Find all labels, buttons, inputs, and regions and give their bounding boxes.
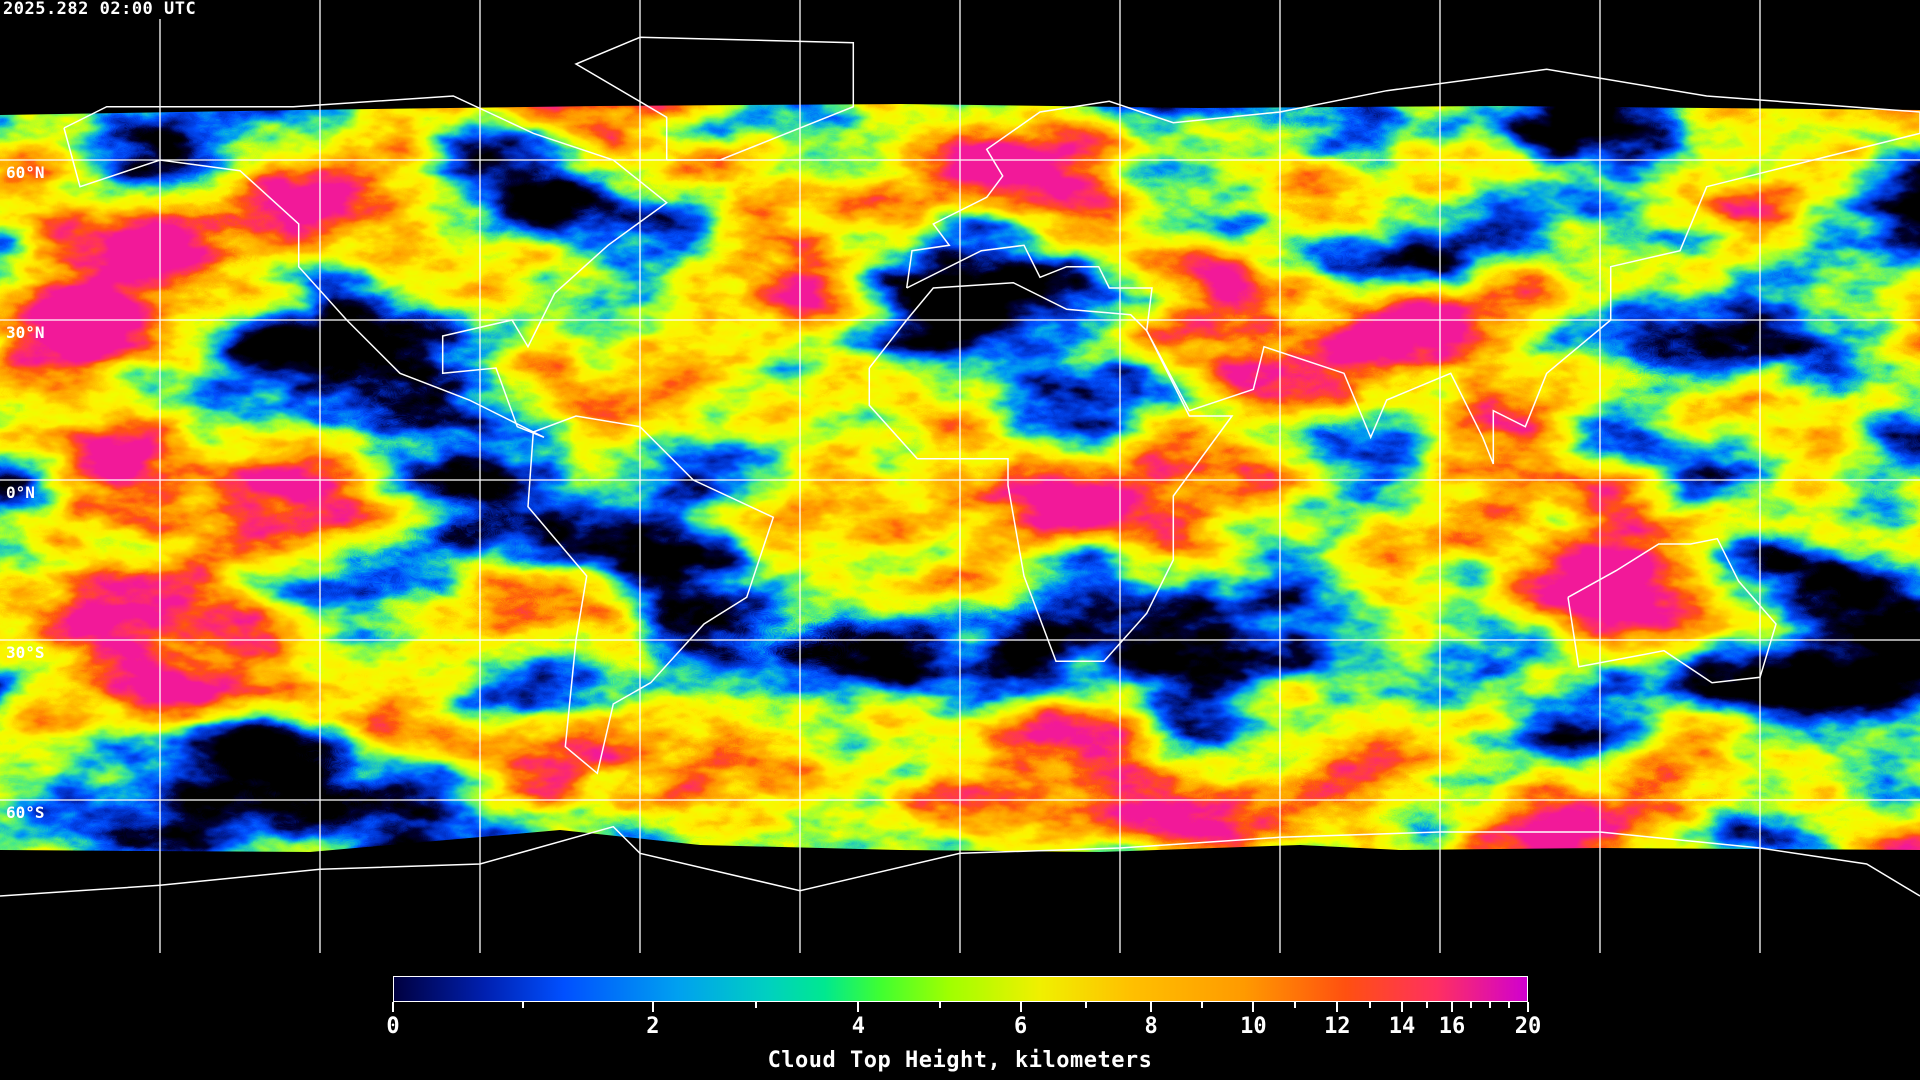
minor-tick <box>1294 1002 1297 1008</box>
tick-label: 0 <box>386 1014 400 1039</box>
cloud-top-height-map <box>0 0 1920 953</box>
tick-label: 14 <box>1388 1014 1416 1039</box>
lat-label-30s: 30°S <box>6 643 45 662</box>
tick-label: 10 <box>1240 1014 1267 1039</box>
greenland-coastline <box>574 36 855 161</box>
tick-label: 20 <box>1514 1014 1542 1039</box>
minor-tick <box>1084 1002 1087 1008</box>
tick-label: 16 <box>1438 1014 1466 1039</box>
minor-tick <box>1425 1002 1428 1008</box>
minor-tick <box>1201 1002 1204 1008</box>
major-tick <box>392 1002 394 1012</box>
major-tick <box>1150 1002 1153 1012</box>
lat-label-0n: 0°N <box>6 483 35 502</box>
minor-tick <box>754 1002 757 1008</box>
major-tick <box>1336 1002 1339 1012</box>
minor-tick <box>521 1002 524 1008</box>
major-tick <box>651 1002 654 1012</box>
tick-label: 12 <box>1324 1014 1351 1039</box>
tick-label: 8 <box>1144 1014 1158 1039</box>
colorbar <box>393 976 1528 1002</box>
graticule <box>0 0 1920 953</box>
major-tick <box>857 1002 860 1012</box>
north-america-coastline <box>63 95 668 438</box>
tick-label: 2 <box>646 1014 660 1039</box>
minor-tick <box>1488 1002 1491 1008</box>
tick-label: 6 <box>1014 1014 1028 1039</box>
major-tick <box>1450 1002 1453 1012</box>
major-tick <box>1019 1002 1022 1012</box>
australia-coastline <box>1567 537 1777 684</box>
colorbar-title: Cloud Top Height, kilometers <box>767 1048 1153 1073</box>
minor-tick <box>1469 1002 1472 1008</box>
minor-tick <box>1368 1002 1371 1008</box>
minor-tick <box>938 1002 941 1008</box>
lat-label-30n: 30°N <box>6 323 45 342</box>
major-tick <box>1527 1002 1529 1012</box>
africa-coastline <box>868 281 1234 663</box>
south-america-coastline <box>527 415 775 775</box>
lat-label-60s: 60°S <box>6 803 45 822</box>
tick-label: 4 <box>851 1014 865 1039</box>
timestamp: 2025.282 02:00 UTC <box>3 0 200 19</box>
major-tick <box>1401 1002 1403 1012</box>
minor-tick <box>1507 1002 1510 1008</box>
eurasia-coastline <box>905 68 1920 465</box>
colorbar-ticks: 0 2 4 6 8 10 12 14 16 20 <box>386 1002 1541 1062</box>
major-tick <box>1252 1002 1255 1012</box>
lat-label-60n: 60°N <box>6 163 45 182</box>
